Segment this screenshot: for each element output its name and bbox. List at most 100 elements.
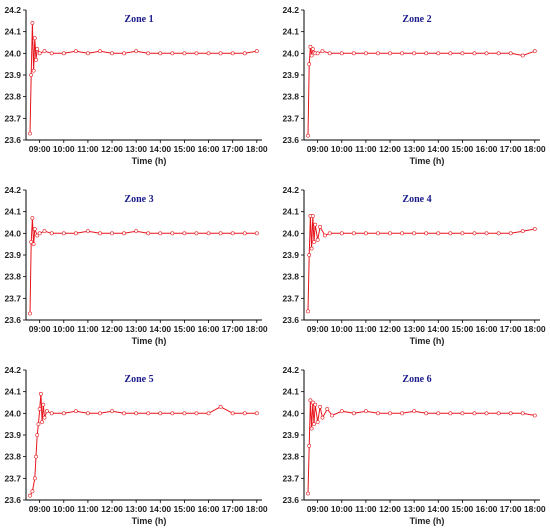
x-tick-label: 10:00 [53,504,75,514]
x-tick-label: 12:00 [101,144,123,154]
data-point [40,420,44,424]
panel-title: Zone 3 [124,194,153,205]
x-tick-label: 18:00 [246,504,268,514]
data-point [339,231,344,236]
panel-title: Zone 4 [402,194,431,205]
data-point [73,409,78,414]
x-tick-label: 17:00 [500,144,522,154]
x-tick-label: 09:00 [307,144,329,154]
data-point [364,409,368,414]
data-point [496,51,501,56]
panel-title: Zone 2 [402,14,431,25]
data-point [351,411,356,416]
x-tick-label: 18:00 [246,324,268,334]
series-line [29,393,257,496]
panel-title: Zone 5 [124,374,153,385]
y-tick-label: 24.0 [282,408,299,418]
data-point [327,51,332,56]
data-point [448,231,453,236]
panel-title: Zone 1 [124,14,153,25]
data-point [242,51,247,56]
x-tick-label: 13:00 [125,324,147,334]
data-point [254,411,259,416]
data-point [110,231,114,236]
data-point [42,415,47,420]
data-point [364,231,368,236]
data-point [424,231,429,236]
data-point [313,222,318,227]
x-tick-label: 10:00 [53,144,75,154]
data-point [376,51,380,56]
y-tick-label: 23.8 [282,272,299,282]
y-tick-label: 24.0 [282,228,299,238]
x-tick-label: 12:00 [379,324,401,334]
y-tick-label: 23.7 [282,113,299,123]
data-point [520,53,525,58]
data-point [61,231,66,236]
data-point [218,231,223,236]
series-line [29,22,257,134]
data-point [73,49,78,54]
data-point [31,242,36,247]
data-point [218,51,223,56]
x-tick-label: 17:00 [222,144,244,154]
data-point [61,51,66,56]
y-tick-label: 23.8 [4,272,21,282]
x-tick-label: 09:00 [29,504,51,514]
data-point [32,476,37,481]
data-point [508,51,513,56]
data-point [35,433,40,437]
y-tick-label: 23.7 [282,293,299,303]
x-tick-label: 13:00 [125,144,147,154]
x-tick-label: 11:00 [77,144,99,154]
data-point [254,231,259,236]
data-point [320,415,325,420]
data-point [339,409,344,414]
x-tick-label: 18:00 [524,504,546,514]
data-point [308,44,313,49]
x-axis-title: Time (h) [410,336,445,346]
data-point [508,231,513,236]
x-tick-label: 09:00 [29,144,51,154]
y-tick-label: 24.0 [4,408,21,418]
data-point [122,411,126,416]
x-tick-label: 13:00 [403,504,425,514]
data-point [206,231,211,236]
data-point [242,231,247,236]
x-tick-label: 15:00 [174,324,196,334]
data-point [29,240,34,244]
x-tick-label: 14:00 [427,324,449,334]
data-point [146,231,151,236]
data-point [310,214,315,218]
data-point [170,51,175,56]
data-point [460,231,465,236]
data-point [472,411,477,416]
data-point [242,411,247,416]
x-tick-label: 14:00 [149,504,171,514]
data-point [28,131,32,136]
y-tick-label: 23.6 [282,495,299,505]
x-tick-label: 16:00 [198,324,220,334]
data-point [376,411,380,416]
data-point [484,231,489,236]
data-point [61,411,66,416]
y-tick-label: 23.9 [282,70,299,80]
panel-zone-2: Zone 2 Time (h) 23.6 23.7 23.8 23.9 24.0 24.1… [282,5,545,166]
y-tick-label: 23.9 [4,250,21,260]
data-point [315,237,320,242]
data-point [412,409,417,414]
data-point [134,411,139,416]
x-tick-label: 18:00 [246,144,268,154]
x-tick-label: 17:00 [222,504,244,514]
data-point [472,231,477,236]
x-tick-label: 12:00 [379,504,401,514]
y-tick-label: 23.7 [4,473,21,483]
data-point [230,51,235,56]
data-point [330,413,335,418]
x-tick-label: 14:00 [427,144,449,154]
x-tick-label: 10:00 [331,504,353,514]
data-point [28,493,32,498]
data-point [30,216,35,221]
data-point [86,51,90,56]
